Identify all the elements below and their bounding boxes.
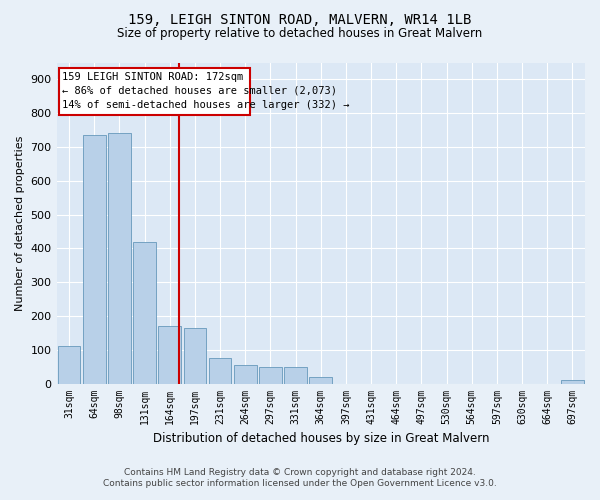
Bar [310,377,332,384]
Bar [133,242,156,384]
Bar [184,328,206,384]
Bar [158,326,181,384]
Bar [83,135,106,384]
X-axis label: Distribution of detached houses by size in Great Malvern: Distribution of detached houses by size … [152,432,489,445]
Text: 159 LEIGH SINTON ROAD: 172sqm: 159 LEIGH SINTON ROAD: 172sqm [62,72,244,82]
Text: 159, LEIGH SINTON ROAD, MALVERN, WR14 1LB: 159, LEIGH SINTON ROAD, MALVERN, WR14 1L… [128,12,472,26]
Bar [209,358,232,384]
Bar [234,365,257,384]
Text: Contains HM Land Registry data © Crown copyright and database right 2024.
Contai: Contains HM Land Registry data © Crown c… [103,468,497,487]
Y-axis label: Number of detached properties: Number of detached properties [15,136,25,310]
Bar [284,366,307,384]
Bar [259,366,282,384]
Text: Size of property relative to detached houses in Great Malvern: Size of property relative to detached ho… [118,28,482,40]
Text: ← 86% of detached houses are smaller (2,073): ← 86% of detached houses are smaller (2,… [62,86,337,96]
Text: 14% of semi-detached houses are larger (332) →: 14% of semi-detached houses are larger (… [62,100,350,110]
FancyBboxPatch shape [59,68,250,115]
Bar [561,380,584,384]
Bar [58,346,80,384]
Bar [108,134,131,384]
